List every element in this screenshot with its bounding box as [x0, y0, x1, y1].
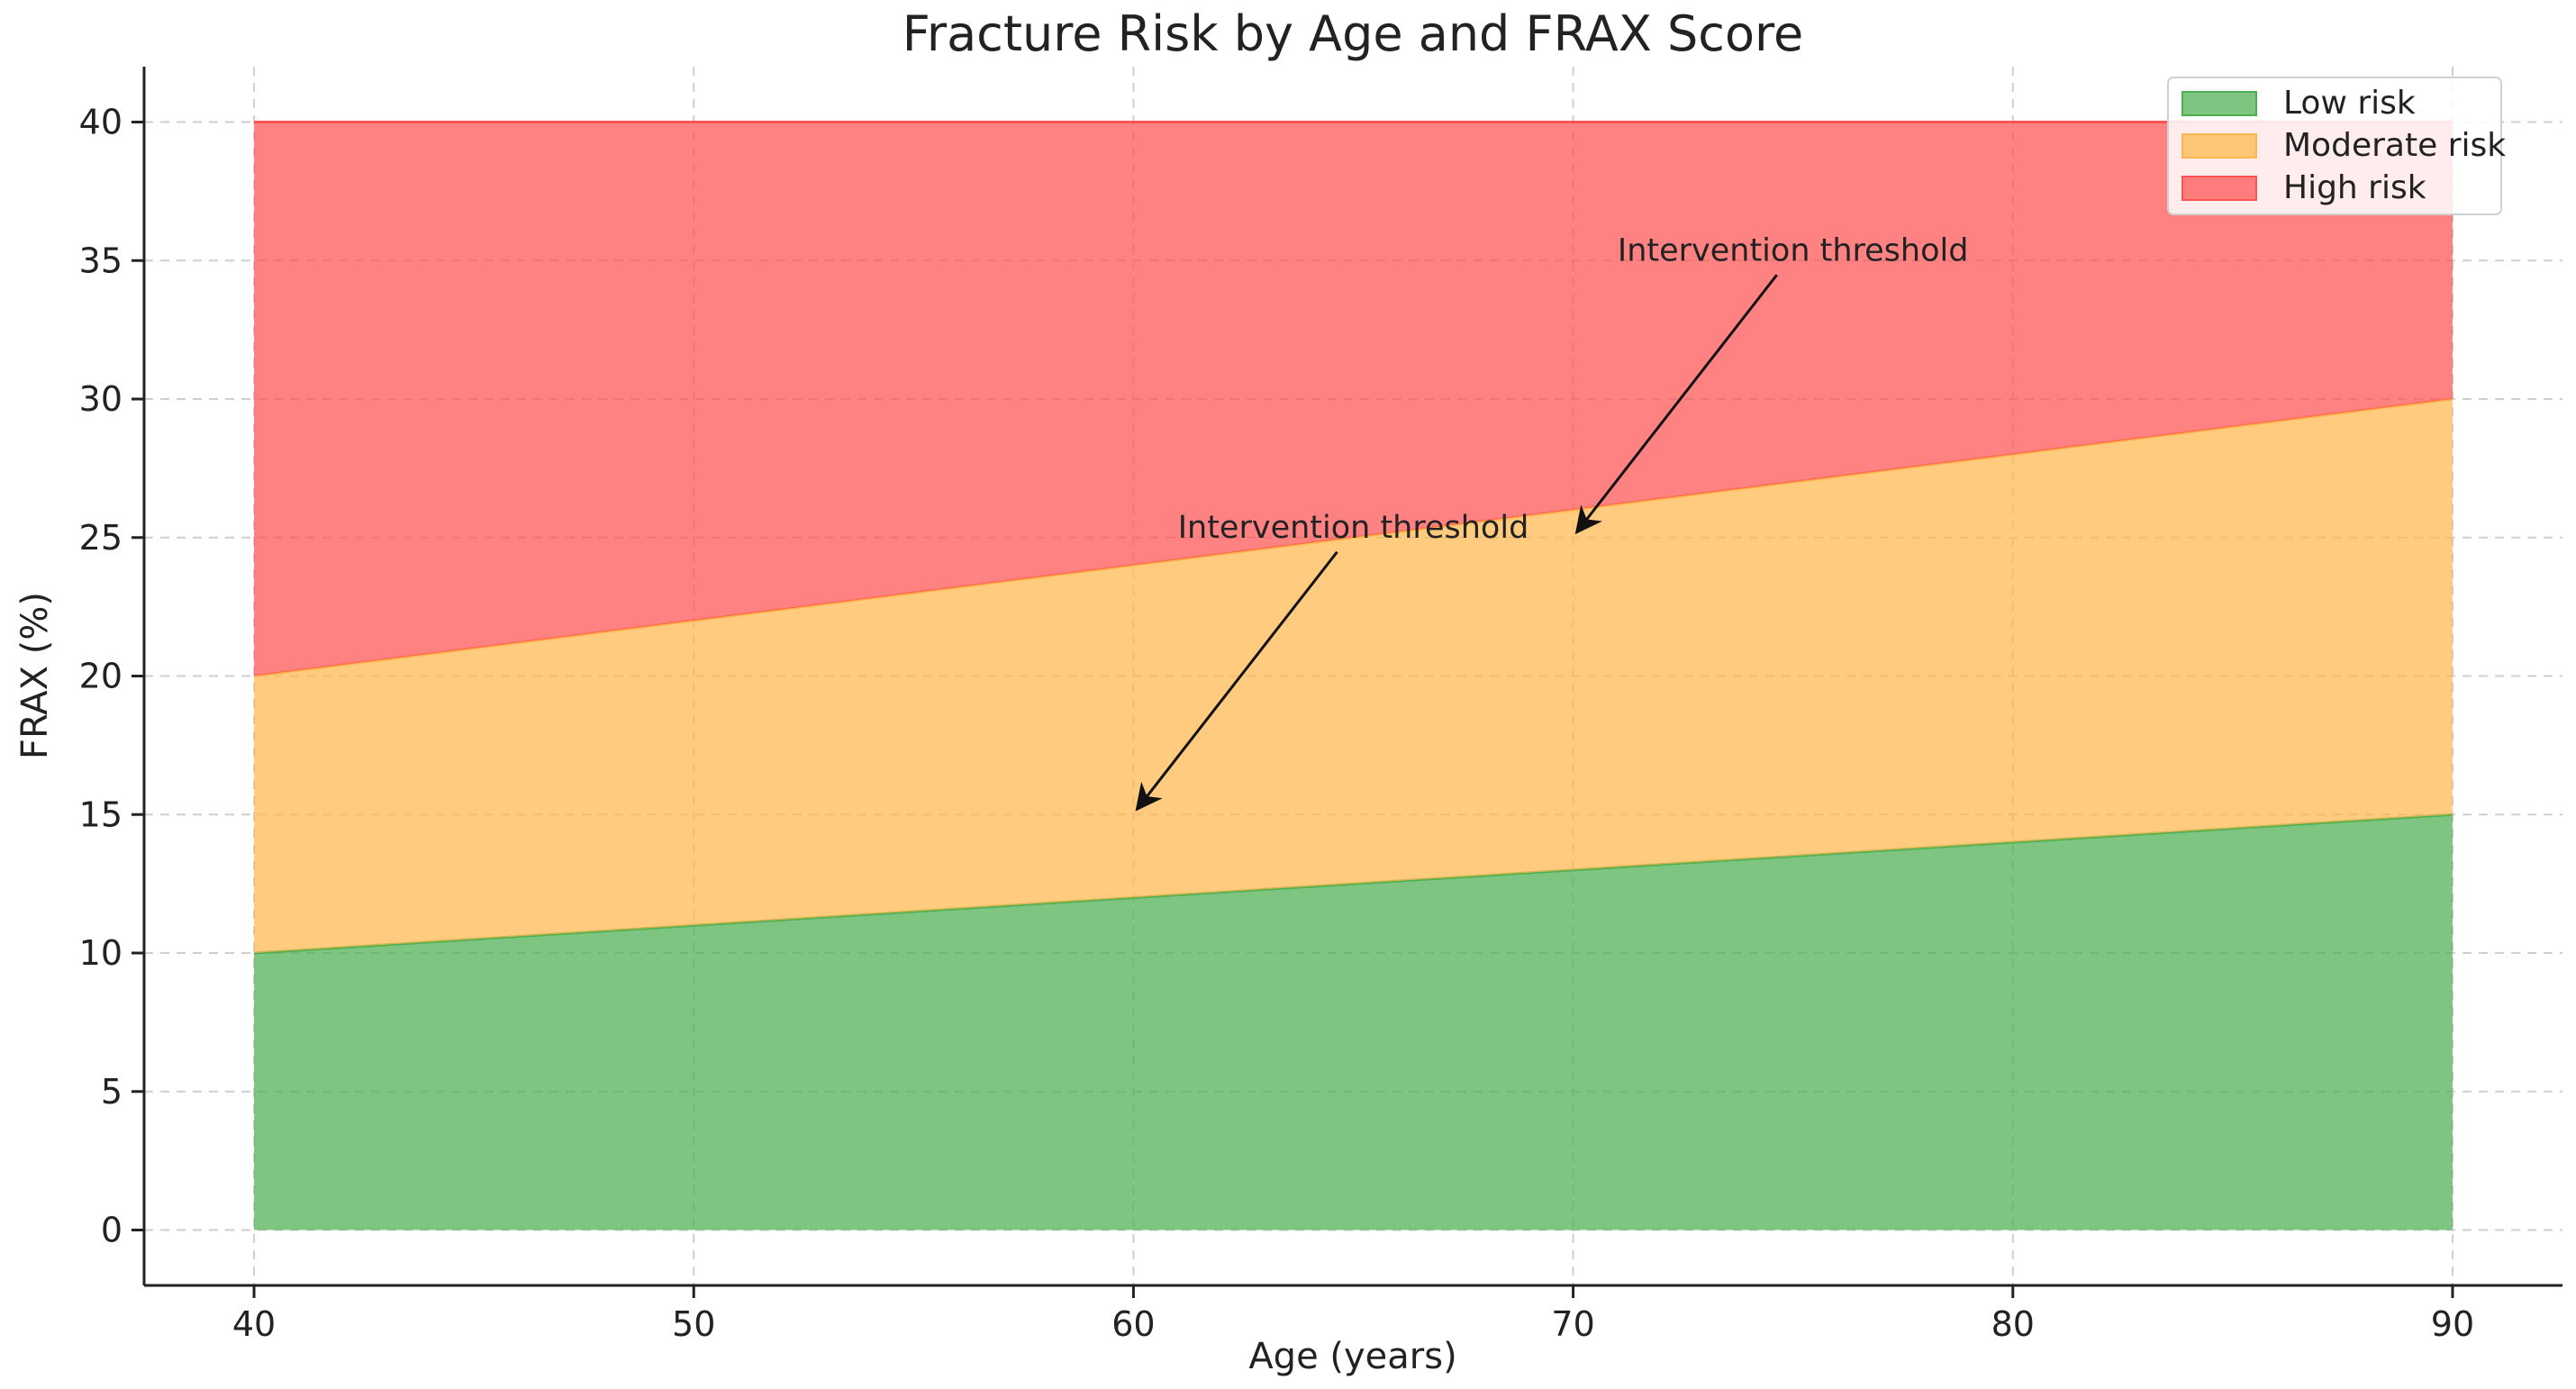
x-tick-label-60: 60: [1111, 1304, 1155, 1344]
legend: Low risk Moderate risk High risk: [2167, 77, 2506, 215]
legend-swatch-moderate-risk: [2181, 133, 2257, 159]
axes-layer: 40 50 60 70 80 90 0 5 10 15 20 25 30 35 40: [79, 67, 2562, 1344]
y-tick-label-10: 10: [79, 933, 122, 973]
legend-swatch-low-risk: [2181, 91, 2257, 116]
y-tick-label-30: 30: [79, 379, 122, 419]
x-tick-label-90: 90: [2431, 1304, 2474, 1344]
legend-swatch-high-risk: [2181, 176, 2257, 201]
y-tick-label-15: 15: [79, 794, 122, 834]
area-moderate-risk: [254, 399, 2453, 953]
y-axis-title: FRAX (%): [14, 592, 56, 759]
legend-label-moderate-risk: Moderate risk: [2283, 127, 2506, 164]
annotation-arrow-2: [1574, 274, 1778, 535]
y-tick-label-40: 40: [79, 103, 122, 142]
annotation-arrow-1: [1135, 550, 1338, 812]
annotation-layer: Intervention threshold Intervention thres…: [1135, 232, 1969, 812]
legend-label-low-risk: Low risk: [2283, 85, 2416, 122]
annotation-text-1: Intervention threshold: [1178, 510, 1529, 546]
y-tick-label-0: 0: [101, 1211, 122, 1250]
chart-title: Fracture Risk by Age and FRAX Score: [903, 5, 1804, 62]
y-tick-label-35: 35: [79, 241, 122, 280]
area-high-risk: [254, 122, 2453, 676]
annotation-text-2: Intervention threshold: [1618, 232, 1969, 268]
y-tick-label-5: 5: [101, 1072, 122, 1112]
x-tick-label-40: 40: [232, 1304, 276, 1344]
x-tick-label-50: 50: [672, 1304, 715, 1344]
legend-label-high-risk: High risk: [2283, 169, 2426, 206]
area-layer: [253, 121, 2454, 1230]
x-tick-label-70: 70: [1551, 1304, 1594, 1344]
area-low-risk: [254, 814, 2453, 1230]
y-tick-label-20: 20: [79, 657, 122, 696]
y-tick-label-25: 25: [79, 518, 122, 558]
x-tick-label-80: 80: [1991, 1304, 2035, 1344]
x-axis-title: Age (years): [1248, 1336, 1456, 1377]
